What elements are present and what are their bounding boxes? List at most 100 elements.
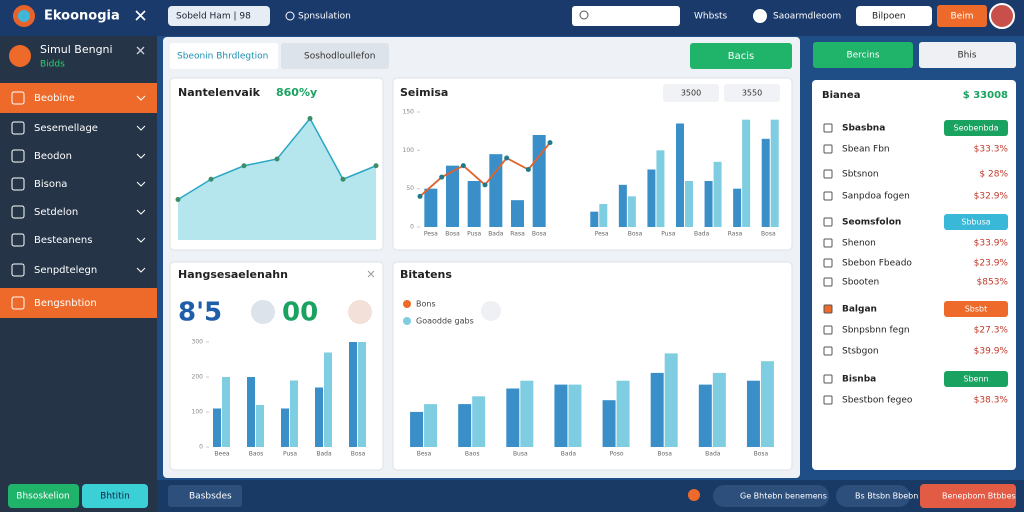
menu-item[interactable]: Senpdtelegn — [34, 265, 97, 276]
chevron — [136, 209, 146, 215]
link[interactable]: Whbsts — [694, 12, 728, 22]
item-label[interactable]: Sbasbna — [842, 124, 885, 134]
nav-link[interactable]: Spnsulation — [298, 12, 351, 22]
badge-text[interactable]: Sbenn — [963, 375, 988, 384]
tab[interactable] — [281, 43, 389, 69]
bar — [733, 188, 742, 227]
x-tick-label: Bada — [316, 451, 332, 458]
right-total: $ 33008 — [963, 90, 1008, 101]
tab[interactable] — [170, 43, 278, 69]
item-label[interactable]: Sbooten — [842, 278, 879, 288]
footer-btn-text[interactable]: Basbsdes — [189, 492, 232, 502]
item-label[interactable]: Bisnba — [842, 375, 876, 385]
action-btn[interactable] — [690, 43, 792, 69]
user-avatar — [9, 45, 31, 67]
control[interactable] — [724, 84, 780, 102]
footer-link-text[interactable]: Ge Bhtebn benemens — [740, 492, 827, 501]
bar — [506, 388, 520, 447]
right-tab-text[interactable]: Bercins — [846, 51, 879, 61]
bar — [761, 138, 770, 227]
menu-item[interactable]: Bengsnbtion — [34, 298, 97, 309]
item-icon — [823, 191, 833, 201]
panel-title: Bitatens — [400, 268, 452, 281]
side-btn-text[interactable]: Bhsoskelion — [16, 492, 69, 502]
bar — [324, 352, 332, 447]
x-tick-label: Pusa — [283, 451, 297, 458]
control-text[interactable]: 3500 — [681, 89, 701, 98]
panel-title: Hangsesaelenahn — [178, 268, 288, 281]
side-btn[interactable] — [8, 484, 79, 508]
badge[interactable] — [944, 214, 1008, 230]
dropdown-text[interactable]: Bilpoen — [872, 12, 906, 22]
badge[interactable] — [944, 371, 1008, 387]
badge-text[interactable]: Sbsbt — [965, 305, 988, 314]
bar — [618, 184, 627, 227]
search-tab[interactable] — [168, 6, 270, 26]
badge-text[interactable]: Sbbusa — [961, 218, 990, 227]
dropdown[interactable] — [856, 6, 932, 26]
item-label[interactable]: Balgan — [842, 305, 877, 315]
tab-text[interactable]: Sbeonin Bhrdlegtion — [177, 52, 268, 62]
footer-link[interactable] — [836, 485, 910, 507]
menu-icon — [11, 177, 25, 191]
panel-title: Seimisa — [400, 86, 448, 99]
menu-active[interactable] — [0, 288, 157, 318]
item-label[interactable]: Sbtsnon — [842, 170, 879, 180]
side-btn[interactable] — [82, 484, 148, 508]
right-tab-text[interactable]: Bhis — [957, 51, 976, 61]
tab-text[interactable]: Soshodloullefon — [304, 52, 375, 62]
top-button[interactable] — [937, 5, 987, 27]
control-text[interactable]: 3550 — [742, 89, 762, 98]
panel-highlight: 860%y — [276, 86, 317, 99]
legend-label: Goaodde gabs — [416, 317, 474, 326]
footer-button-text[interactable]: Benepbom Btbbes — [942, 492, 1016, 501]
top-button-text[interactable]: Beim — [951, 12, 974, 22]
control[interactable] — [663, 84, 719, 102]
footer-btn[interactable] — [168, 485, 242, 507]
badge[interactable] — [944, 301, 1008, 317]
bar — [489, 154, 503, 227]
item-label[interactable]: Sbebon Fbeado — [842, 259, 912, 269]
item-label[interactable]: Sbean Fbn — [842, 145, 890, 155]
bar — [627, 196, 636, 227]
item-value: $27.3% — [974, 326, 1009, 336]
stat-icon — [251, 300, 275, 324]
bar — [770, 119, 779, 227]
item-label[interactable]: Seomsfolon — [842, 218, 901, 228]
right-tab[interactable] — [919, 42, 1016, 68]
menu-item[interactable]: Beodon — [34, 151, 72, 162]
item-icon — [823, 325, 833, 335]
notify[interactable]: Saoarmdleoom — [773, 12, 841, 22]
footer-button[interactable] — [920, 484, 1016, 508]
footer-link-text[interactable]: Bs Btsbn Bbebn — [855, 492, 918, 501]
avatar — [989, 3, 1015, 29]
search-input[interactable] — [572, 6, 680, 26]
action-text[interactable]: Bacis — [728, 51, 754, 62]
footer-link[interactable] — [713, 485, 829, 507]
bar — [358, 342, 366, 447]
legend-dot — [403, 317, 411, 325]
right-tab[interactable] — [813, 42, 913, 68]
menu-item[interactable]: Setdelon — [34, 207, 78, 218]
menu-active[interactable] — [0, 83, 157, 113]
menu-item[interactable]: Besteanens — [34, 235, 92, 246]
badge[interactable] — [944, 120, 1008, 136]
item-value: $ 28% — [979, 170, 1008, 180]
item-label[interactable]: Stsbgon — [842, 347, 879, 357]
menu-item[interactable]: Bisona — [34, 179, 67, 190]
search-tab-text[interactable]: Sobeld Ham | 98 — [176, 12, 251, 22]
x-tick-label: Rasa — [728, 231, 743, 238]
user-status: Bidds — [40, 60, 65, 70]
item-label[interactable]: Sbestbon fegeo — [842, 396, 913, 406]
item-label[interactable]: Sbnpsbnn fegn — [842, 326, 910, 336]
badge-text[interactable]: Seobenbda — [953, 124, 998, 133]
item-label[interactable]: Shenon — [842, 239, 876, 249]
right-panel — [812, 80, 1016, 470]
chevron — [136, 125, 146, 131]
menu-item[interactable]: Sesemellage — [34, 123, 98, 134]
side-btn-text[interactable]: Bhtitin — [100, 492, 130, 502]
menu-item[interactable]: Beobine — [34, 93, 75, 104]
x-tick-label: Bada — [488, 231, 504, 238]
item-label[interactable]: Sanpdoa fogen — [842, 192, 910, 202]
